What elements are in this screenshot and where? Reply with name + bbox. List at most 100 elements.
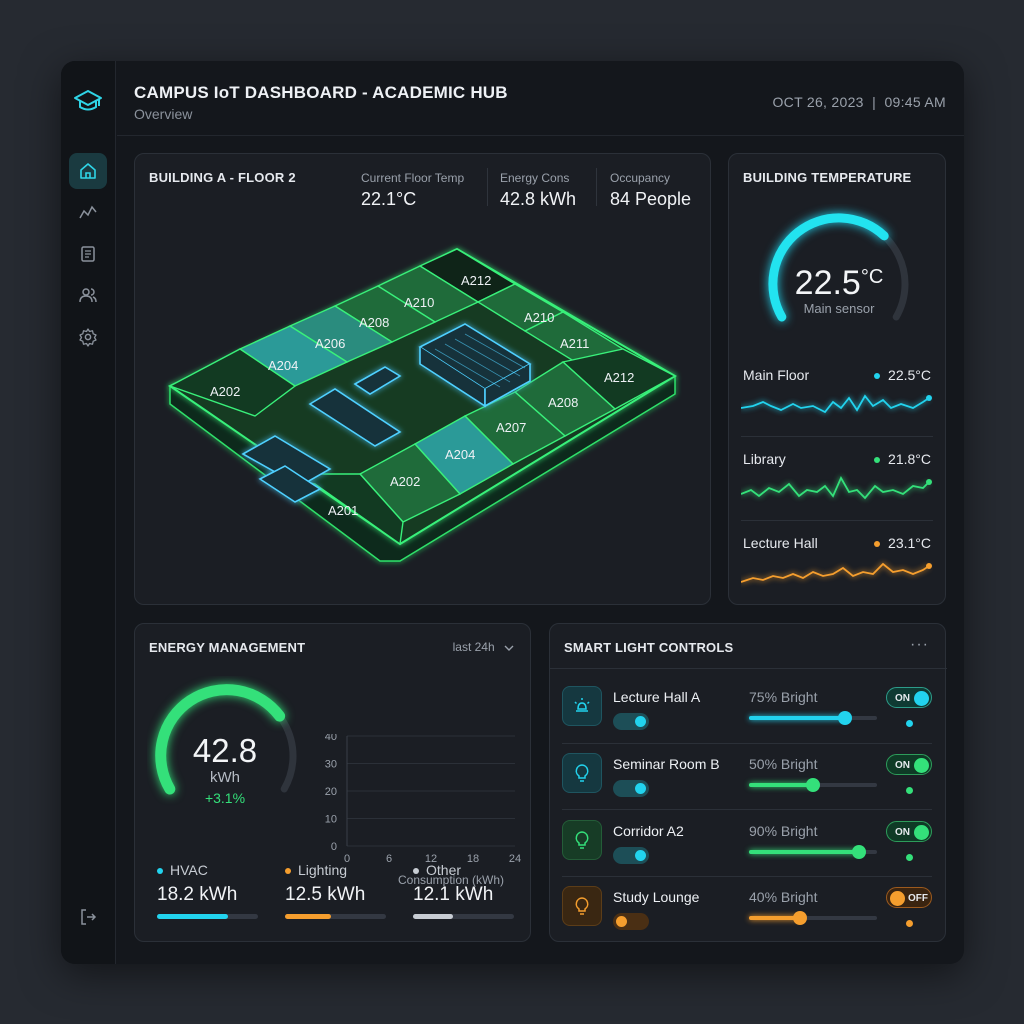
temperature-gauge bbox=[768, 213, 909, 322]
light-row-corridor-a2: Corridor A2 90% Bright ON bbox=[562, 816, 932, 876]
legend-lighting: Lighting bbox=[298, 862, 348, 878]
status-dot bbox=[906, 854, 913, 861]
room-label: A202 bbox=[210, 384, 240, 399]
bulb-icon bbox=[562, 886, 602, 926]
y-tick-label: 10 bbox=[325, 814, 337, 826]
sensor-status-dot bbox=[874, 373, 881, 380]
stat-divider bbox=[487, 168, 488, 206]
analytics-icon bbox=[79, 205, 97, 219]
light-toggle[interactable] bbox=[613, 847, 649, 864]
main-floor-sparkline bbox=[741, 394, 932, 414]
energy-gauge-change: +3.1% bbox=[204, 790, 246, 806]
light-name: Seminar Room B bbox=[613, 756, 720, 772]
brightness-label: 40% Bright bbox=[749, 889, 818, 905]
hvac-value: 18.2 kWh bbox=[157, 884, 238, 905]
room-label: A201 bbox=[328, 503, 358, 518]
bulb-icon bbox=[562, 753, 602, 793]
document-icon bbox=[81, 246, 95, 262]
sidebar bbox=[61, 61, 116, 964]
main-temperature-value: 22.5 bbox=[794, 264, 861, 302]
stat-label-temp: Current Floor Temp bbox=[361, 171, 465, 185]
slider-handle[interactable] bbox=[852, 845, 867, 859]
x-axis-label: Consumption (kWh) bbox=[398, 873, 504, 887]
sidebar-item-reports[interactable] bbox=[69, 236, 107, 272]
x-tick-label: 12 bbox=[425, 853, 437, 865]
users-icon bbox=[79, 288, 97, 303]
room-label: A208 bbox=[359, 315, 389, 330]
light-name: Lecture Hall A bbox=[613, 689, 701, 705]
y-tick-label: 30 bbox=[325, 759, 337, 771]
slider-handle[interactable] bbox=[806, 778, 820, 792]
logout-button[interactable] bbox=[69, 899, 107, 935]
library-sparkline bbox=[741, 476, 932, 500]
stat-value-energy: 42.8 kWh bbox=[500, 189, 577, 209]
power-switch[interactable]: ON bbox=[886, 821, 932, 842]
smart-light-controls-card: SMART LIGHT CONTROLS ··· Lecture Hall A … bbox=[549, 623, 947, 942]
main-temperature-unit: °C bbox=[860, 266, 884, 288]
sidebar-item-settings[interactable] bbox=[69, 319, 107, 355]
light-toggle[interactable] bbox=[613, 913, 649, 930]
room-label: A212 bbox=[461, 273, 491, 288]
lights-title: SMART LIGHT CONTROLS bbox=[564, 640, 734, 655]
x-tick-label: 0 bbox=[344, 853, 350, 865]
hvac-progress bbox=[157, 914, 258, 919]
legend-dot bbox=[157, 868, 163, 875]
room-label: A202 bbox=[390, 474, 420, 489]
lecture-hall-sparkline bbox=[741, 562, 932, 583]
other-progress-fill bbox=[413, 914, 454, 919]
y-tick-label: 40 bbox=[325, 734, 337, 743]
dashboard-window: CAMPUS IoT DASHBOARD - ACADEMIC HUB Over… bbox=[61, 61, 964, 964]
power-switch[interactable]: OFF bbox=[886, 887, 932, 908]
lighting-progress-fill bbox=[285, 914, 332, 919]
light-name: Corridor A2 bbox=[613, 823, 684, 839]
stat-value-temp: 22.1°C bbox=[361, 189, 417, 209]
more-options-button[interactable]: ··· bbox=[910, 636, 929, 653]
room-label: A204 bbox=[268, 358, 298, 373]
lighting-progress bbox=[285, 914, 386, 919]
energy-gauge bbox=[155, 684, 297, 795]
time-range-select[interactable]: last 24h bbox=[453, 640, 514, 654]
room-label: A207 bbox=[496, 420, 526, 435]
power-switch[interactable]: ON bbox=[886, 687, 932, 708]
room-label: A210 bbox=[404, 295, 434, 310]
hvac-progress-fill bbox=[157, 914, 228, 919]
brightness-slider[interactable] bbox=[749, 911, 877, 925]
bulb-icon bbox=[562, 820, 602, 860]
brightness-slider[interactable] bbox=[749, 778, 877, 792]
sidebar-item-users[interactable] bbox=[69, 277, 107, 313]
room-label: A210 bbox=[524, 310, 554, 325]
energy-gauge-unit: kWh bbox=[210, 769, 240, 786]
brightness-label: 50% Bright bbox=[749, 756, 818, 772]
room-label: A211 bbox=[560, 336, 589, 351]
slider-handle[interactable] bbox=[838, 711, 852, 725]
chevron-down-icon bbox=[504, 645, 514, 651]
brightness-slider[interactable] bbox=[749, 845, 877, 859]
building-temperature-card: BUILDING TEMPERATURE 22.5°C Main sensor … bbox=[728, 153, 946, 605]
sensor-status-dot bbox=[874, 541, 881, 548]
other-progress bbox=[413, 914, 514, 919]
stat-label-energy: Energy Cons bbox=[500, 171, 570, 185]
sensor-value: 23.1°C bbox=[888, 535, 931, 551]
graduation-cap-icon bbox=[74, 90, 102, 111]
legend-hvac: HVAC bbox=[170, 862, 208, 878]
floor-title: BUILDING A - FLOOR 2 bbox=[149, 170, 296, 185]
page-subtitle: Overview bbox=[134, 106, 193, 122]
power-switch[interactable]: ON bbox=[886, 754, 932, 775]
energy-gauge-value: 42.8 bbox=[192, 732, 258, 769]
gear-icon bbox=[79, 328, 97, 347]
time-range-label: last 24h bbox=[452, 640, 495, 654]
light-toggle[interactable] bbox=[613, 780, 649, 797]
sidebar-item-analytics[interactable] bbox=[69, 194, 107, 230]
brightness-slider[interactable] bbox=[749, 711, 877, 725]
light-toggle[interactable] bbox=[613, 713, 649, 730]
sidebar-item-home[interactable] bbox=[69, 153, 107, 189]
brightness-label: 90% Bright bbox=[749, 823, 818, 839]
light-name: Study Lounge bbox=[613, 889, 700, 905]
stat-divider bbox=[596, 168, 597, 206]
slider-handle[interactable] bbox=[793, 911, 808, 925]
room-label: A206 bbox=[315, 336, 345, 351]
floor-plan-3d[interactable]: A212 A210 A208 A206 A204 A202 A210 A211 … bbox=[135, 154, 712, 606]
sensor-status-dot bbox=[874, 457, 881, 464]
stat-value-occupancy: 84 People bbox=[610, 189, 692, 209]
room-label: A204 bbox=[445, 447, 475, 462]
